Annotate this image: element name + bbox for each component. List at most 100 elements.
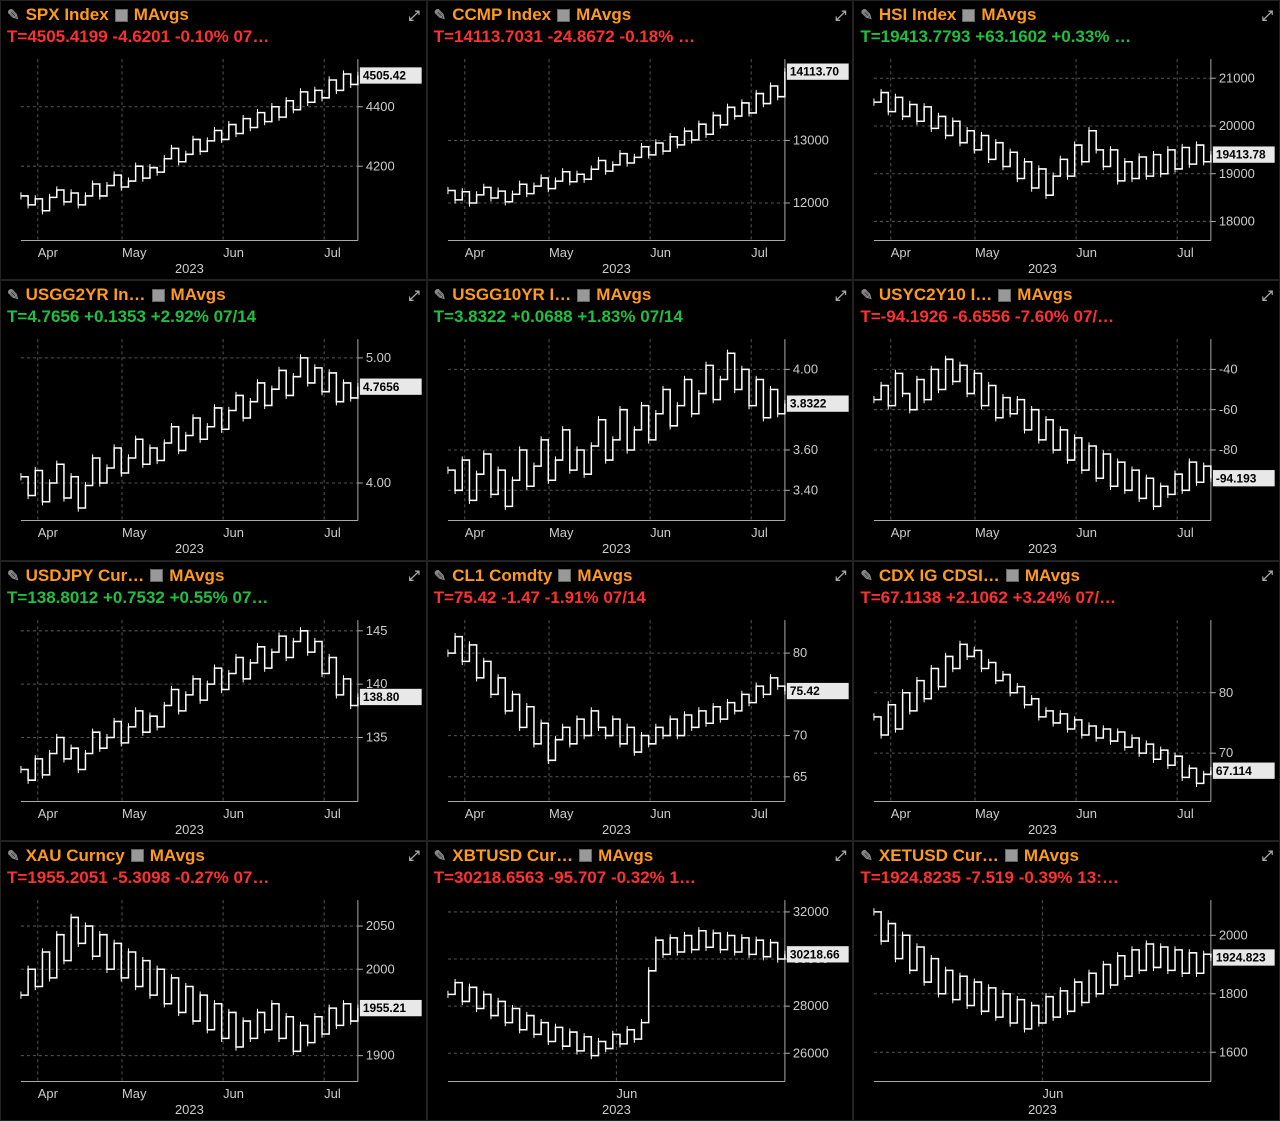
data-prefix: T= xyxy=(434,588,454,607)
edit-icon[interactable]: ✎ xyxy=(860,567,873,585)
chart-area[interactable]: -40-60-80AprMayJunJul2023-94.193 xyxy=(854,331,1279,559)
chart-area[interactable]: 4.005.00AprMayJunJul20234.7656 xyxy=(1,331,426,559)
chart-svg: 18000190002000021000AprMayJunJul20231941… xyxy=(854,51,1279,279)
mavgs-checkbox[interactable] xyxy=(557,9,570,22)
expand-icon[interactable]: ⤢ xyxy=(408,7,419,24)
y-tick-label: 32000 xyxy=(793,904,829,919)
mavgs-checkbox[interactable] xyxy=(1006,569,1019,582)
x-tick-label: Apr xyxy=(891,525,912,540)
ticker-name[interactable]: USYC2Y10 I… xyxy=(879,285,992,305)
pct-change: -0.39% xyxy=(1019,868,1073,887)
mavgs-checkbox[interactable] xyxy=(579,849,592,862)
y-tick-label: 2050 xyxy=(366,918,395,933)
y-tick-label: 19000 xyxy=(1219,166,1255,181)
chart-area[interactable]: 3.403.604.00AprMayJunJul20233.8322 xyxy=(428,331,853,559)
edit-icon[interactable]: ✎ xyxy=(7,6,20,24)
mavgs-checkbox[interactable] xyxy=(150,569,163,582)
date-label: 07/14 xyxy=(214,307,257,326)
edit-icon[interactable]: ✎ xyxy=(434,567,447,585)
chart-area[interactable]: 135140145AprMayJunJul2023138.80 xyxy=(1,612,426,840)
data-row: T=19413.7793 +63.1602 +0.33% … xyxy=(854,27,1279,51)
expand-icon[interactable]: ⤢ xyxy=(408,847,419,864)
mavgs-checkbox[interactable] xyxy=(558,569,571,582)
mavgs-checkbox[interactable] xyxy=(962,9,975,22)
panel-header: ✎XBTUSD Cur…MAvgs⤢ xyxy=(428,842,853,868)
chart-area[interactable]: 7080AprMayJunJul202367.114 xyxy=(854,612,1279,840)
mavgs-checkbox[interactable] xyxy=(1005,849,1018,862)
x-axis-title: 2023 xyxy=(1028,541,1057,556)
chart-panel: ✎USDJPY Cur…MAvgs⤢T=138.8012 +0.7532 +0.… xyxy=(0,561,427,841)
expand-icon[interactable]: ⤢ xyxy=(835,7,846,24)
ticker-name[interactable]: XAU Curncy xyxy=(26,846,125,866)
edit-icon[interactable]: ✎ xyxy=(860,286,873,304)
edit-icon[interactable]: ✎ xyxy=(860,6,873,24)
mavgs-checkbox[interactable] xyxy=(115,9,128,22)
expand-icon[interactable]: ⤢ xyxy=(1262,847,1273,864)
edit-icon[interactable]: ✎ xyxy=(7,567,20,585)
expand-icon[interactable]: ⤢ xyxy=(408,567,419,584)
x-tick-label: Jul xyxy=(751,525,768,540)
edit-icon[interactable]: ✎ xyxy=(7,847,20,865)
ticker-name[interactable]: CCMP Index xyxy=(452,5,551,25)
x-tick-label: Jul xyxy=(324,525,341,540)
mavgs-label: MAvgs xyxy=(596,285,651,305)
chart-area[interactable]: 42004400AprMayJunJul20234505.42 xyxy=(1,51,426,279)
expand-icon[interactable]: ⤢ xyxy=(1262,567,1273,584)
ticker-name[interactable]: CL1 Comdty xyxy=(452,566,552,586)
y-tick-label: 18000 xyxy=(1219,213,1255,228)
ticker-name[interactable]: USGG2YR In… xyxy=(26,285,146,305)
chart-svg: 42004400AprMayJunJul20234505.42 xyxy=(1,51,426,279)
x-tick-label: Jul xyxy=(324,805,341,820)
change-value: -5.3098 xyxy=(112,868,170,887)
edit-icon[interactable]: ✎ xyxy=(434,6,447,24)
pct-change: +0.33% xyxy=(1051,27,1109,46)
chart-area[interactable]: 190020002050AprMayJunJul20231955.21 xyxy=(1,892,426,1120)
expand-icon[interactable]: ⤢ xyxy=(408,287,419,304)
chart-panel: ✎XETUSD Cur…MAvgs⤢T=1924.8235 -7.519 -0.… xyxy=(853,841,1280,1121)
chart-area[interactable]: 26000280003000032000Jun202330218.66 xyxy=(428,892,853,1120)
edit-icon[interactable]: ✎ xyxy=(434,847,447,865)
mavgs-label: MAvgs xyxy=(981,5,1036,25)
ticker-name[interactable]: SPX Index xyxy=(26,5,109,25)
chart-panel: ✎CCMP IndexMAvgs⤢T=14113.7031 -24.8672 -… xyxy=(427,0,854,280)
ticker-name[interactable]: XBTUSD Cur… xyxy=(452,846,573,866)
mavgs-checkbox[interactable] xyxy=(998,289,1011,302)
edit-icon[interactable]: ✎ xyxy=(434,286,447,304)
data-row: T=1955.2051 -5.3098 -0.27% 07… xyxy=(1,868,426,892)
change-value: +2.1062 xyxy=(946,588,1008,607)
chart-area[interactable]: 18000190002000021000AprMayJunJul20231941… xyxy=(854,51,1279,279)
expand-icon[interactable]: ⤢ xyxy=(835,847,846,864)
x-tick-label: Jul xyxy=(1178,245,1195,260)
expand-icon[interactable]: ⤢ xyxy=(835,567,846,584)
edit-icon[interactable]: ✎ xyxy=(7,286,20,304)
ticker-name[interactable]: CDX IG CDSI… xyxy=(879,566,1000,586)
expand-icon[interactable]: ⤢ xyxy=(1262,7,1273,24)
chart-area[interactable]: 657080AprMayJunJul202375.42 xyxy=(428,612,853,840)
pct-change: +2.92% xyxy=(151,307,209,326)
ticker-name[interactable]: USGG10YR I… xyxy=(452,285,571,305)
chart-svg: 26000280003000032000Jun202330218.66 xyxy=(428,892,853,1120)
chart-area[interactable]: 160018002000Jun20231924.823 xyxy=(854,892,1279,1120)
y-tick-label: 80 xyxy=(793,645,807,660)
mavgs-checkbox[interactable] xyxy=(131,849,144,862)
mavgs-checkbox[interactable] xyxy=(577,289,590,302)
y-tick-label: 70 xyxy=(1219,745,1233,760)
change-value: -7.519 xyxy=(966,868,1014,887)
last-price-label: 67.114 xyxy=(1216,763,1252,777)
price-series xyxy=(448,72,785,203)
mavgs-checkbox[interactable] xyxy=(152,289,165,302)
ticker-name[interactable]: USDJPY Cur… xyxy=(26,566,145,586)
x-tick-label: May xyxy=(122,245,147,260)
ticker-name[interactable]: XETUSD Cur… xyxy=(879,846,999,866)
expand-icon[interactable]: ⤢ xyxy=(1262,287,1273,304)
x-axis-title: 2023 xyxy=(602,1102,631,1117)
chart-area[interactable]: 1200013000AprMayJunJul202314113.70 xyxy=(428,51,853,279)
date-label: 07/… xyxy=(1074,307,1115,326)
x-tick-label: Apr xyxy=(891,245,912,260)
ticker-name[interactable]: HSI Index xyxy=(879,5,956,25)
panel-header: ✎USDJPY Cur…MAvgs⤢ xyxy=(1,562,426,588)
y-tick-label: 2000 xyxy=(1219,927,1248,942)
chart-svg: -40-60-80AprMayJunJul2023-94.193 xyxy=(854,331,1279,559)
edit-icon[interactable]: ✎ xyxy=(860,847,873,865)
expand-icon[interactable]: ⤢ xyxy=(835,287,846,304)
